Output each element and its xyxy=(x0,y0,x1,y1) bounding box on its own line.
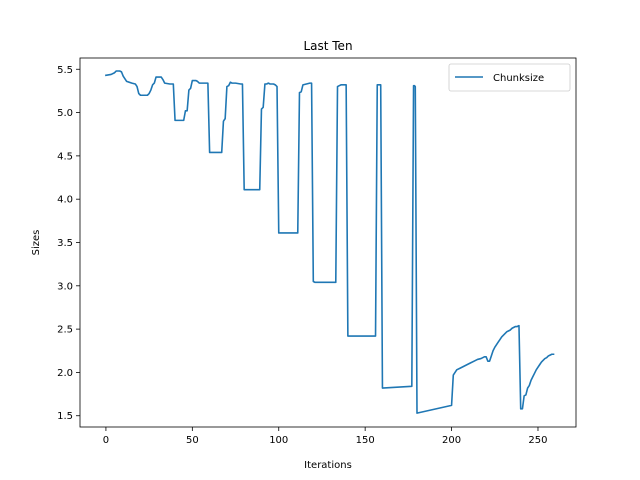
chart-title: Last Ten xyxy=(303,39,352,53)
y-tick-label: 4.5 xyxy=(57,151,73,162)
y-tick-label: 3.0 xyxy=(57,281,73,292)
y-tick-label: 2.0 xyxy=(57,368,73,379)
plot-area-frame xyxy=(79,57,577,428)
y-axis-ticks: 1.5 2.0 2.5 3.0 3.5 4.0 4.5 5.0 5.5 xyxy=(57,65,80,422)
y-tick-label: 5.0 xyxy=(57,108,73,119)
legend-box xyxy=(448,63,571,92)
x-tick-label: 250 xyxy=(528,435,547,446)
x-tick-label: 100 xyxy=(269,435,288,446)
x-tick-label: 0 xyxy=(103,435,109,446)
y-tick-label: 1.5 xyxy=(57,411,73,422)
x-axis-label: Iterations xyxy=(304,460,352,471)
x-tick-label: 200 xyxy=(442,435,461,446)
y-tick-label: 3.5 xyxy=(57,238,73,249)
series-line-chunksize xyxy=(104,70,555,414)
legend: Chunksize xyxy=(448,63,571,92)
x-tick-label: 50 xyxy=(186,435,199,446)
y-tick-label: 5.5 xyxy=(57,65,73,76)
y-axis-label: Sizes xyxy=(31,230,42,256)
legend-label-chunksize: Chunksize xyxy=(493,73,544,84)
x-tick-label: 150 xyxy=(356,435,375,446)
x-axis-ticks: 0 50 100 150 200 250 xyxy=(103,427,548,446)
y-tick-label: 4.0 xyxy=(57,195,73,206)
y-tick-label: 2.5 xyxy=(57,325,73,336)
